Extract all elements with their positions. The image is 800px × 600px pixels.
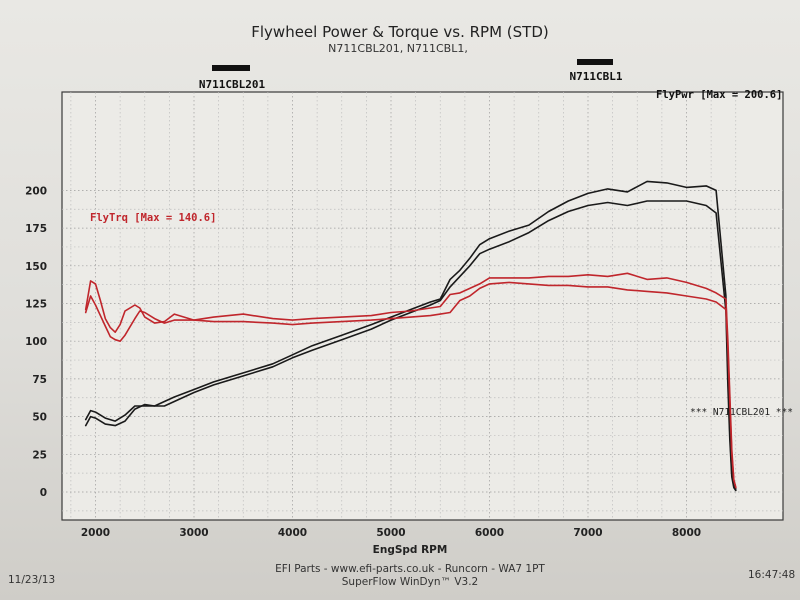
- footer-date: 11/23/13: [8, 574, 55, 586]
- y-tick-label: 175: [25, 223, 47, 235]
- footer-software: SuperFlow WinDyn™ V3.2: [342, 576, 478, 588]
- footer-time: 16:47:48: [748, 569, 795, 581]
- x-tick-label: 7000: [573, 527, 602, 539]
- y-tick-label: 25: [32, 449, 47, 461]
- plot-area: 0 25 50 75 100 125 150 175 200 2000 3000 4000 5000 60…: [25, 91, 784, 539]
- x-tick-label: 4000: [278, 527, 307, 539]
- run-marker-bar-2: [577, 59, 613, 65]
- torque-curve-2: [84, 281, 737, 489]
- power-series-label: FlyPwr [Max = 200.6]: [656, 89, 782, 101]
- y-tick-label: 0: [40, 487, 47, 499]
- x-tick-label: 8000: [672, 527, 701, 539]
- run-marker-label-1: N711CBL201: [199, 78, 266, 91]
- x-tick-label: 3000: [179, 527, 208, 539]
- y-tick-label: 125: [25, 299, 47, 311]
- chart-title: Flywheel Power & Torque vs. RPM (STD): [251, 23, 549, 41]
- y-tick-label: 100: [25, 336, 47, 348]
- footer-company: EFI Parts - www.efi-parts.co.uk - Runcor…: [275, 563, 545, 575]
- y-tick-label: 75: [32, 374, 47, 386]
- x-tick-label: 6000: [475, 527, 504, 539]
- x-tick-label: 2000: [81, 527, 110, 539]
- run-marker-bar-1: [212, 65, 250, 71]
- torque-series-label: FlyTrq [Max = 140.6]: [90, 212, 216, 224]
- run-note-label: *** N711CBL201 ***: [690, 407, 793, 418]
- y-tick-label: 50: [32, 412, 47, 424]
- x-tick-label: 5000: [376, 527, 405, 539]
- x-axis-label: EngSpd RPM: [373, 544, 448, 556]
- y-tick-label: 200: [25, 185, 47, 197]
- y-tick-label: 150: [25, 261, 47, 273]
- plot-frame: [61, 91, 784, 521]
- run-marker-label-2: N711CBL1: [570, 70, 623, 83]
- torque-curve-3: [84, 272, 737, 489]
- power-curve-1: [84, 180, 737, 490]
- chart-subtitle: N711CBL201, N711CBL1,: [328, 42, 468, 55]
